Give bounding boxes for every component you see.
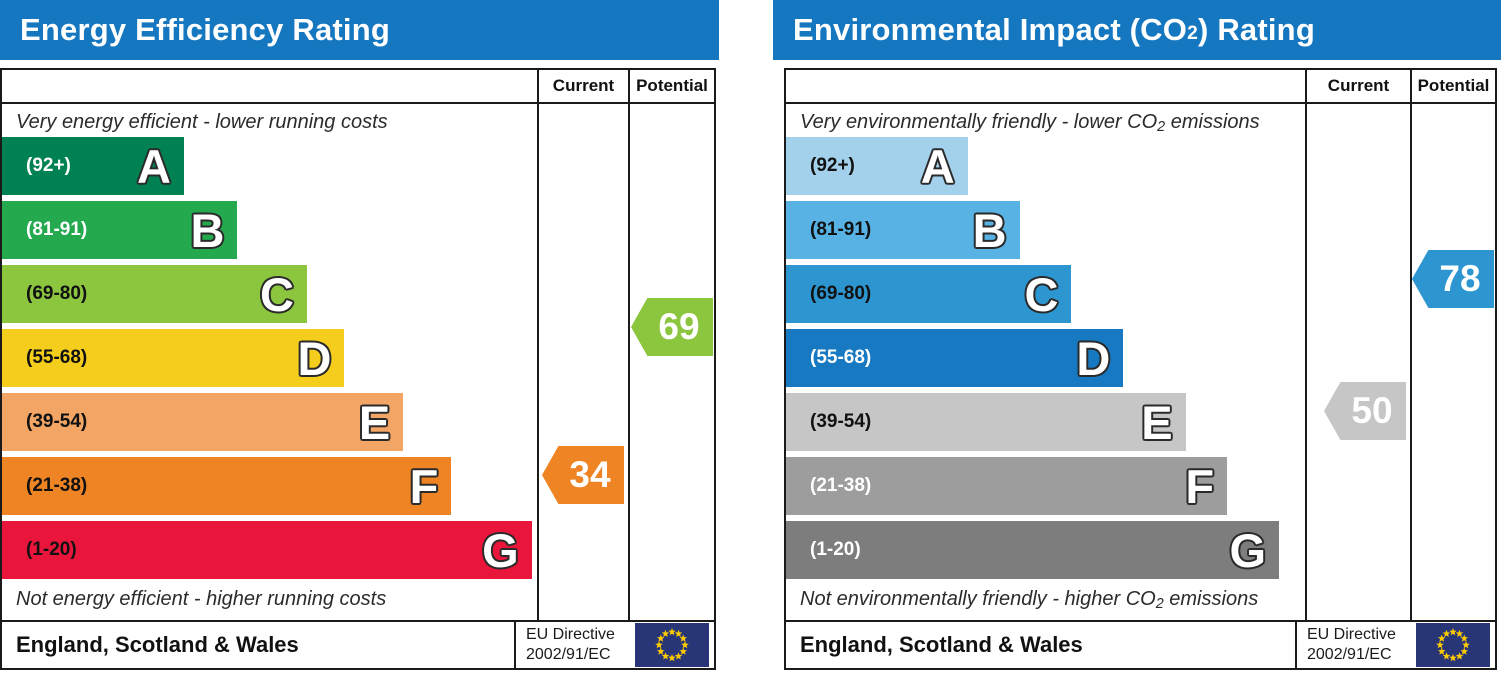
potential-rating-arrow: 78: [1412, 250, 1494, 308]
current-rating-arrow: 50: [1324, 382, 1406, 440]
band-range: (69-80): [810, 283, 872, 304]
energy-chart-title: Energy Efficiency Rating: [0, 0, 719, 60]
band-letter: F: [409, 459, 439, 513]
footer-row: England, Scotland & Wales EU Directive 2…: [2, 620, 714, 668]
band-letter: D: [1076, 331, 1111, 385]
energy-efficiency-chart: Energy Efficiency Rating Current Potenti…: [0, 0, 719, 675]
band-c: (69-80) C: [2, 265, 307, 323]
band-range: (92+): [810, 155, 855, 176]
title-subscript: 2: [1187, 23, 1198, 45]
current-column-header: Current: [537, 70, 628, 102]
band-range: (81-91): [810, 219, 872, 240]
title-text: Energy Efficiency Rating: [20, 12, 391, 47]
band-range: (39-54): [810, 411, 872, 432]
current-column-header: Current: [1305, 70, 1410, 102]
band-c: (69-80) C: [786, 265, 1072, 323]
region-label: England, Scotland & Wales: [16, 632, 299, 657]
band-range: (21-38): [810, 475, 872, 496]
band-range: (21-38): [26, 475, 88, 496]
potential-rating-value: 69: [658, 306, 700, 347]
current-rating-value: 50: [1351, 390, 1393, 431]
band-range: (1-20): [26, 539, 77, 560]
band-e: (39-54) E: [786, 393, 1186, 451]
band-a: (92+) A: [2, 137, 184, 195]
rating-bands: (92+) A (81-91) B (69-80) C (55-68): [2, 137, 537, 585]
eu-directive-label: EU Directive 2002/91/EC: [1295, 622, 1411, 668]
top-note: Very energy efficient - lower running co…: [16, 111, 388, 133]
band-scale-area: Very energy efficient - lower running co…: [2, 104, 537, 620]
eu-directive-label: EU Directive 2002/91/EC: [514, 622, 630, 668]
main-column-header: [786, 70, 1305, 102]
title-text: Environmental Impact (CO: [793, 12, 1188, 47]
column-header-row: Current Potential: [2, 70, 714, 104]
band-letter: E: [1141, 395, 1173, 449]
band-f: (21-38) F: [2, 457, 452, 515]
band-f: (21-38) F: [786, 457, 1228, 515]
environmental-rating-table: Current Potential Very environmentally f…: [784, 68, 1497, 670]
potential-column-header: Potential: [1410, 70, 1495, 102]
band-letter: C: [259, 267, 294, 321]
rating-scale-body: Very environmentally friendly - lower CO…: [786, 104, 1495, 620]
band-g: (1-20) G: [786, 521, 1280, 579]
current-rating-arrow: 34: [542, 446, 624, 504]
band-range: (81-91): [26, 219, 88, 240]
band-a: (92+) A: [786, 137, 968, 195]
band-scale-area: Very environmentally friendly - lower CO…: [786, 104, 1305, 620]
title-suffix: ) Rating: [1197, 12, 1315, 47]
footer-row: England, Scotland & Wales EU Directive 2…: [786, 620, 1495, 668]
energy-rating-table: Current Potential Very energy efficient …: [0, 68, 716, 670]
band-range: (55-68): [26, 347, 88, 368]
potential-rating-value: 78: [1439, 258, 1481, 299]
potential-score-column: 69: [628, 104, 714, 620]
band-letter: E: [358, 395, 391, 449]
band-b: (81-91) B: [786, 201, 1020, 259]
current-score-column: 50: [1305, 104, 1410, 620]
band-d: (55-68) D: [2, 329, 345, 387]
eu-flag-icon: [1416, 623, 1490, 667]
band-range: (55-68): [810, 347, 872, 368]
eu-flag-cell: [1411, 622, 1495, 668]
band-letter: B: [190, 203, 225, 257]
band-letter: G: [482, 523, 519, 577]
top-note: Very environmentally friendly - lower CO…: [800, 111, 1260, 136]
band-range: (39-54): [26, 411, 88, 432]
band-letter: C: [1024, 267, 1059, 321]
bottom-note: Not energy efficient - higher running co…: [16, 588, 387, 610]
band-letter: A: [920, 139, 955, 193]
band-range: (1-20): [810, 539, 861, 560]
main-column-header: [2, 70, 537, 102]
current-score-column: 34: [537, 104, 628, 620]
eu-flag-icon: [635, 623, 709, 667]
rating-scale-body: Very energy efficient - lower running co…: [2, 104, 714, 620]
bottom-note: Not environmentally friendly - higher CO…: [800, 588, 1259, 613]
region-label: England, Scotland & Wales: [800, 632, 1083, 657]
band-letter: D: [297, 331, 332, 385]
column-header-row: Current Potential: [786, 70, 1495, 104]
band-range: (92+): [26, 155, 71, 176]
potential-score-column: 78: [1410, 104, 1495, 620]
rating-bands: (92+) A (81-91) B (69-80) C (55-68): [786, 137, 1305, 585]
band-range: (69-80): [26, 283, 88, 304]
band-letter: G: [1229, 523, 1267, 577]
current-rating-value: 34: [569, 454, 611, 495]
environmental-impact-chart: Environmental Impact (CO 2) Rating Curren…: [773, 0, 1501, 675]
potential-rating-arrow: 69: [631, 298, 713, 356]
band-d: (55-68) D: [786, 329, 1124, 387]
eu-flag-cell: [630, 622, 714, 668]
band-e: (39-54) E: [2, 393, 404, 451]
band-letter: F: [1185, 459, 1215, 513]
environmental-chart-title: Environmental Impact (CO 2) Rating: [773, 0, 1501, 60]
band-b: (81-91) B: [2, 201, 238, 259]
potential-column-header: Potential: [628, 70, 714, 102]
band-letter: B: [972, 203, 1007, 257]
band-letter: A: [136, 139, 171, 193]
band-g: (1-20) G: [2, 521, 532, 579]
